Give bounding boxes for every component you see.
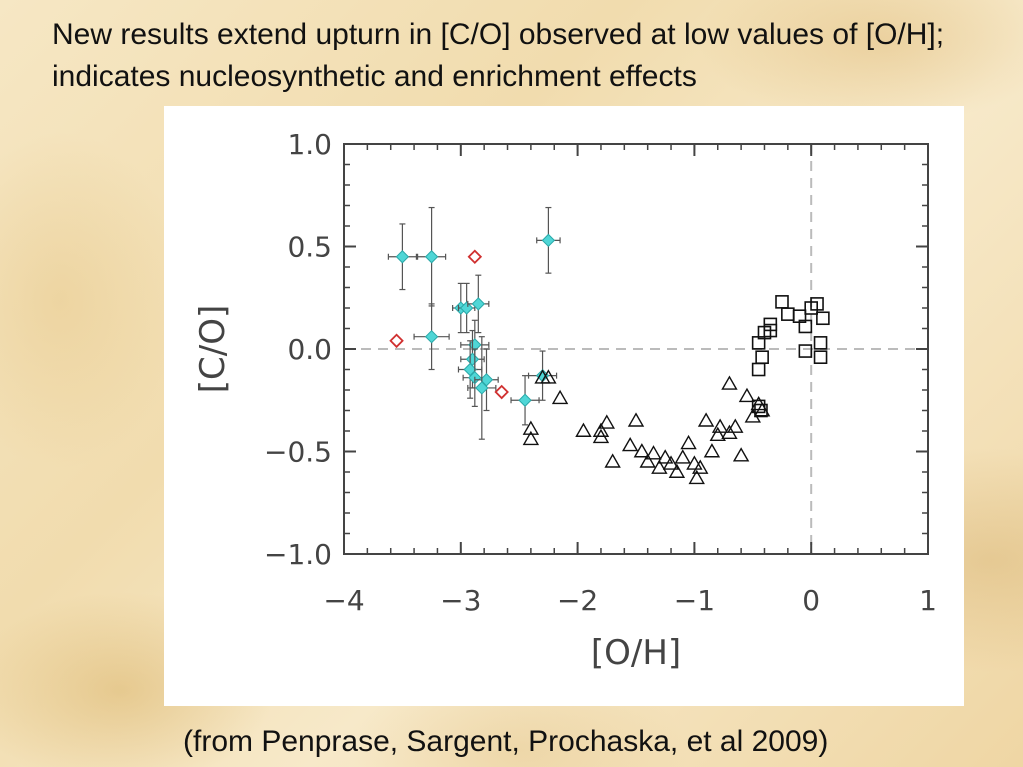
data-point-square: [816, 311, 830, 326]
data-point-triangle: [674, 449, 691, 464]
data-point-cyan-diamond: [518, 393, 532, 407]
data-point-red-diamond: [494, 384, 509, 400]
data-point-square: [798, 344, 813, 358]
data-point-triangle: [750, 395, 767, 411]
data-point-square: [810, 297, 824, 311]
data-point-triangle: [592, 428, 610, 444]
x-tick-label: −4: [323, 584, 364, 617]
data-point-triangle: [686, 455, 703, 470]
data-point-triangle: [692, 459, 709, 474]
data-point-triangle: [697, 412, 715, 427]
data-point-triangle: [598, 414, 616, 429]
data-point-triangle: [688, 469, 705, 485]
x-tick-label: 0: [802, 584, 820, 617]
x-tick-label: −3: [440, 584, 481, 617]
data-point-triangle: [662, 455, 680, 470]
data-point-square: [763, 323, 778, 338]
data-point-cyan-diamond: [459, 301, 474, 315]
data-point-cyan-diamond: [465, 352, 480, 366]
data-point-triangle: [645, 445, 662, 460]
data-point-cyan-diamond: [395, 250, 410, 264]
data-point-triangle: [732, 447, 750, 462]
x-tick-label: −2: [557, 584, 598, 617]
data-point-square: [751, 399, 766, 414]
data-point-triangle: [639, 453, 656, 468]
data-point-triangle: [668, 463, 686, 478]
data-point-triangle: [656, 449, 674, 464]
data-point-triangle: [534, 369, 551, 384]
x-tick-label: 1: [919, 584, 937, 617]
scatter-plot-panel: −4 −3 −2 −1 0 1 −1.0 −0.5 0.0 0.5 1.0 [O/H] [C/O]: [164, 106, 964, 706]
data-point-cyan-diamond: [471, 297, 486, 311]
data-point-triangle: [651, 459, 668, 474]
data-point-triangle: [703, 443, 721, 458]
data-point-triangle: [627, 412, 645, 427]
y-tick-label: −0.5: [264, 436, 332, 469]
data-point-cyan-diamond: [475, 381, 489, 395]
x-tick-label: −1: [674, 584, 715, 617]
data-point-cyan-diamond: [479, 373, 494, 387]
data-point-cyan-diamond: [424, 250, 439, 264]
data-point-triangle: [551, 389, 569, 405]
data-point-triangle: [633, 443, 651, 458]
data-point-triangle: [621, 436, 639, 452]
data-point-square: [813, 336, 828, 350]
data-point-triangle: [738, 387, 756, 403]
y-tick-label: 0.5: [287, 231, 332, 264]
data-point-square: [798, 319, 813, 334]
y-tick-label: −1.0: [264, 538, 332, 571]
data-point-square: [781, 307, 795, 321]
data-point-triangle: [727, 418, 744, 433]
data-point-square: [751, 362, 766, 377]
data-point-triangle: [721, 375, 738, 390]
data-point-square: [755, 350, 769, 364]
citation-caption: (from Penprase, Sargent, Prochaska, et a…: [183, 725, 829, 758]
slide-title: New results extend upturn in [C/O] obser…: [52, 18, 945, 93]
data-point-triangle: [522, 420, 540, 435]
data-point-red-diamond: [389, 333, 404, 349]
y-tick-label: 1.0: [287, 128, 332, 161]
co-vs-oh-scatter-plot: −4 −3 −2 −1 0 1 −1.0 −0.5 0.0 0.5 1.0 [O/H] [C/O]: [193, 128, 937, 673]
data-point-square: [754, 403, 768, 418]
data-point-triangle: [522, 430, 540, 446]
data-point-cyan-diamond: [541, 233, 556, 248]
data-point-triangle: [575, 422, 592, 437]
data-point-red-diamond: [467, 249, 483, 265]
data-point-cyan-diamond: [424, 329, 439, 344]
data-point-triangle: [604, 453, 621, 468]
data-point-triangle: [711, 418, 729, 433]
data-point-triangle: [592, 422, 610, 437]
data-point-triangle: [680, 434, 697, 450]
y-axis-label: [C/O]: [193, 305, 233, 394]
data-point-cyan-diamond: [463, 362, 477, 377]
data-point-triangle: [709, 426, 726, 442]
data-point-square: [775, 295, 789, 309]
x-axis-label: [O/H]: [591, 633, 681, 673]
data-point-square: [813, 350, 828, 364]
y-tick-label: 0.0: [287, 333, 332, 366]
